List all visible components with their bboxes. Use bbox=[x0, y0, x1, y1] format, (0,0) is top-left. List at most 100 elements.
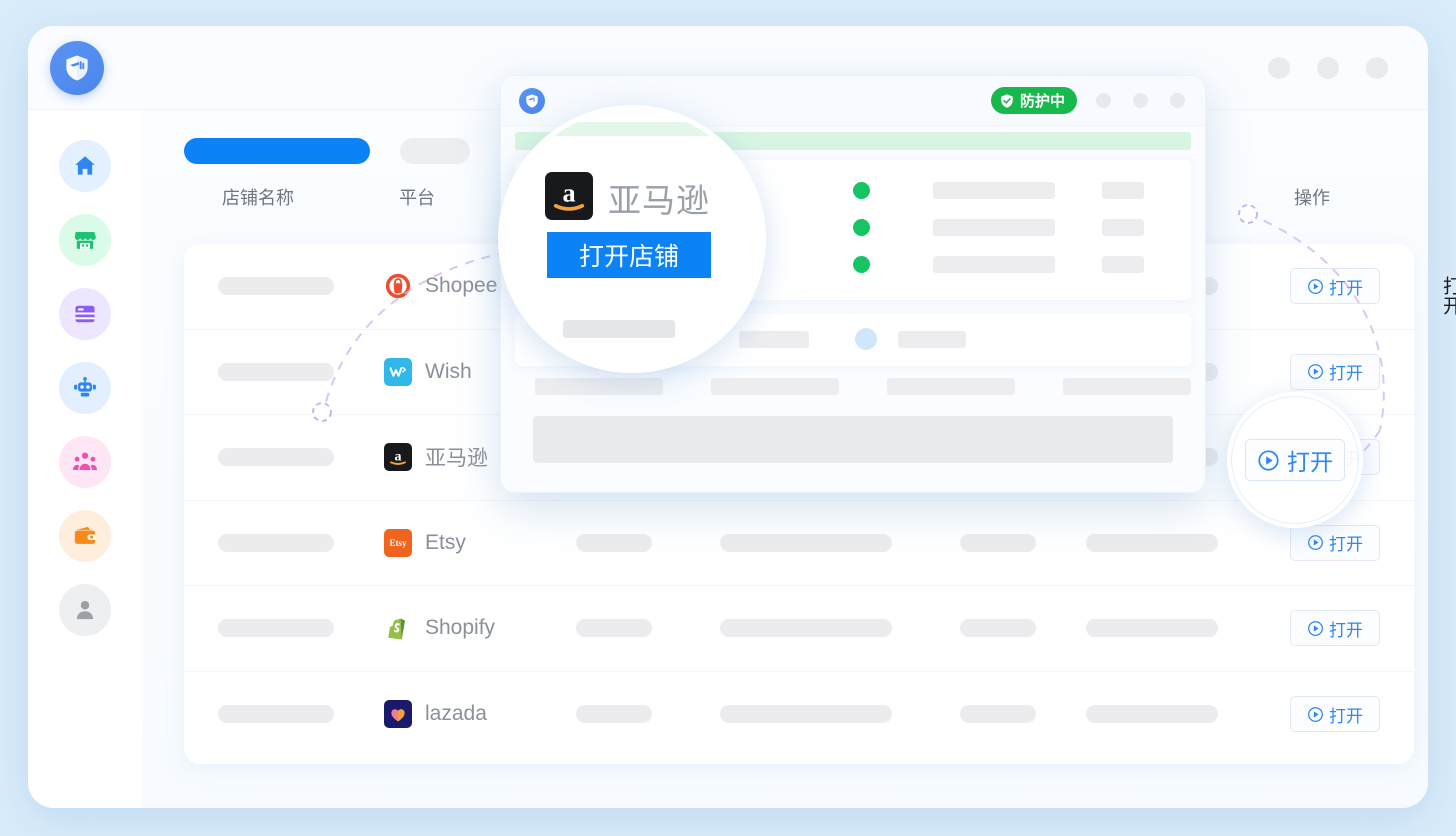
store-icon bbox=[74, 231, 96, 249]
play-circle-icon bbox=[1308, 706, 1323, 722]
popup-dot-3[interactable] bbox=[1170, 93, 1185, 108]
shop-name-placeholder bbox=[218, 705, 334, 724]
status-dot bbox=[853, 256, 870, 273]
window-dot-2[interactable] bbox=[1317, 57, 1339, 79]
popup-placeholder bbox=[887, 378, 1015, 395]
team-icon bbox=[73, 452, 97, 471]
window-controls bbox=[1268, 57, 1388, 79]
platform-cell: Shopify bbox=[384, 614, 495, 642]
column-header-shop-name: 店铺名称 bbox=[222, 188, 294, 208]
sidebar-item-card[interactable] bbox=[59, 288, 111, 340]
status-dot bbox=[853, 219, 870, 236]
shop-name-placeholder bbox=[218, 277, 334, 296]
cell-placeholder bbox=[576, 705, 652, 724]
card-icon bbox=[75, 305, 95, 323]
platform-cell: lazada bbox=[384, 700, 487, 729]
wish-icon bbox=[384, 357, 412, 386]
platform-label: lazada bbox=[425, 702, 487, 726]
cell-placeholder bbox=[720, 619, 892, 638]
table-row[interactable]: Etsy Etsy 打开 bbox=[184, 501, 1414, 586]
cell-placeholder bbox=[1086, 705, 1218, 724]
open-button[interactable]: 打开 bbox=[1290, 610, 1380, 647]
platform-cell: Etsy Etsy bbox=[384, 528, 466, 557]
platform-label: Wish bbox=[425, 359, 472, 383]
open-button-label: 打开 bbox=[1329, 706, 1363, 726]
toolbar bbox=[184, 138, 470, 164]
column-header-action: 操作 bbox=[1294, 188, 1330, 208]
play-circle-icon bbox=[1308, 535, 1323, 551]
open-shop-button[interactable]: 打开店铺 bbox=[547, 232, 711, 278]
lazada-icon bbox=[384, 700, 412, 729]
popup-placeholder bbox=[711, 378, 839, 395]
window-dot-3[interactable] bbox=[1366, 57, 1388, 79]
user-icon bbox=[76, 601, 94, 620]
cell-placeholder bbox=[576, 619, 652, 638]
popup-placeholder bbox=[933, 182, 1055, 199]
cell-placeholder bbox=[960, 705, 1036, 724]
cell-placeholder bbox=[1086, 619, 1218, 638]
sidebar-item-profile[interactable] bbox=[59, 584, 111, 636]
open-button[interactable]: 打开 bbox=[1290, 353, 1380, 390]
magnified-platform-label: 亚马逊 bbox=[608, 182, 710, 219]
cell-placeholder bbox=[720, 705, 892, 724]
window-dot-1[interactable] bbox=[1268, 57, 1290, 79]
primary-action-button[interactable] bbox=[184, 138, 370, 164]
platform-label: Etsy bbox=[425, 530, 466, 554]
popup-placeholder bbox=[898, 331, 966, 348]
open-button-label: 打开 bbox=[1329, 620, 1363, 640]
platform-cell: a 亚马逊 bbox=[384, 442, 488, 472]
popup-placeholder bbox=[1063, 378, 1191, 395]
popup-placeholder bbox=[1102, 256, 1144, 273]
magnifier-open-button: 打开 bbox=[1227, 392, 1363, 528]
open-button[interactable]: 打开 bbox=[1245, 439, 1345, 481]
wallet-icon bbox=[74, 526, 97, 544]
cell-placeholder bbox=[960, 533, 1036, 552]
sidebar-item-store[interactable] bbox=[59, 214, 111, 266]
open-button-label: 打开 bbox=[1329, 364, 1363, 384]
status-badge-label: 防护中 bbox=[1019, 93, 1065, 110]
magnifier-amazon-detail: a 亚马逊 打开店铺 bbox=[498, 105, 766, 373]
shop-name-placeholder bbox=[218, 619, 334, 638]
popup-title-bar: 防护中 bbox=[501, 76, 1205, 126]
amazon-icon: a bbox=[384, 443, 412, 472]
magnified-placeholder bbox=[563, 320, 675, 338]
play-circle-icon bbox=[1308, 364, 1323, 380]
popup-window-controls bbox=[1096, 93, 1185, 108]
sidebar-item-robot[interactable] bbox=[59, 362, 111, 414]
shop-name-placeholder bbox=[218, 533, 334, 552]
magnifier-content: a 亚马逊 打开店铺 bbox=[503, 110, 761, 368]
cell-placeholder bbox=[960, 619, 1036, 638]
svg-text:a: a bbox=[562, 179, 575, 208]
open-shop-button-label: 打开店铺 bbox=[578, 243, 679, 271]
sidebar-item-wallet[interactable] bbox=[59, 510, 111, 562]
sidebar-item-home[interactable] bbox=[59, 140, 111, 192]
edge-clipped-text: 打开 bbox=[1440, 276, 1456, 316]
robot-icon bbox=[74, 377, 96, 397]
home-icon bbox=[75, 156, 95, 175]
popup-placeholder bbox=[1102, 182, 1144, 199]
open-button[interactable]: 打开 bbox=[1290, 696, 1380, 733]
magnified-green-bar bbox=[515, 122, 749, 136]
popup-placeholder bbox=[933, 219, 1055, 236]
sidebar-item-team[interactable] bbox=[59, 436, 111, 488]
open-button[interactable]: 打开 bbox=[1290, 524, 1380, 561]
popup-dot-1[interactable] bbox=[1096, 93, 1111, 108]
table-row[interactable]: Shopify 打开 bbox=[184, 586, 1414, 672]
popup-dot-2[interactable] bbox=[1133, 93, 1148, 108]
svg-text:Etsy: Etsy bbox=[389, 538, 407, 548]
play-circle-icon bbox=[1308, 278, 1323, 294]
popup-avatar bbox=[855, 328, 877, 350]
svg-text:a: a bbox=[395, 450, 402, 465]
play-circle-icon bbox=[1258, 449, 1279, 471]
status-badge: 防护中 bbox=[990, 87, 1077, 114]
cell-placeholder bbox=[720, 533, 892, 552]
etsy-icon: Etsy bbox=[384, 528, 412, 557]
shop-name-placeholder bbox=[218, 448, 334, 467]
popup-placeholder bbox=[933, 256, 1055, 273]
table-row[interactable]: lazada 打开 bbox=[184, 672, 1414, 758]
status-dot bbox=[853, 182, 870, 199]
secondary-action-button[interactable] bbox=[400, 138, 470, 164]
platform-cell: Wish bbox=[384, 357, 472, 386]
open-button[interactable]: 打开 bbox=[1290, 268, 1380, 305]
sidebar bbox=[28, 110, 142, 808]
